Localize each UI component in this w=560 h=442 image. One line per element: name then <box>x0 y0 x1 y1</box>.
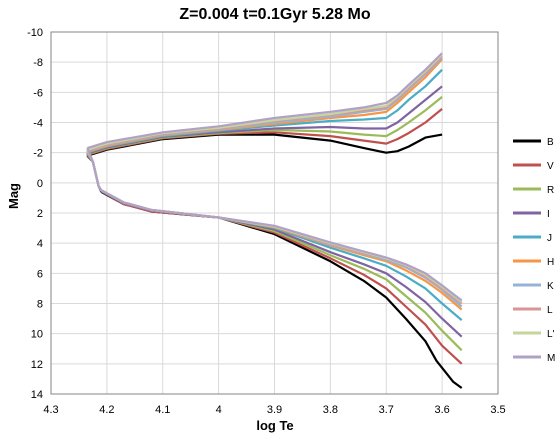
legend-label: K <box>547 281 554 292</box>
x-tick-label: 4.3 <box>43 404 58 416</box>
x-tick-label: 4.1 <box>155 404 170 416</box>
x-tick-label: 3.6 <box>434 404 449 416</box>
x-tick-label: 3.9 <box>267 404 282 416</box>
y-tick-label: 6 <box>37 268 43 280</box>
legend-label: B <box>547 137 554 148</box>
chart-title: Z=0.004 t=0.1Gyr 5.28 Mo <box>179 6 370 23</box>
y-tick-label: -2 <box>33 148 43 160</box>
series-layer <box>86 52 463 389</box>
y-tick-label: 2 <box>37 208 43 220</box>
y-tick-label: 10 <box>31 329 43 341</box>
x-tick-label: 3.5 <box>490 404 505 416</box>
y-tick-label: 4 <box>37 238 43 250</box>
legend-label: L <box>547 305 553 316</box>
y-tick-label: -10 <box>27 27 43 39</box>
y-tick-labels: -10 -8 -6 -4 -2 0 2 4 6 8 10 12 14 <box>27 27 43 401</box>
series-m-connector-line <box>86 147 103 191</box>
y-axis-label: Mag <box>6 183 21 209</box>
x-tick-label: 4.2 <box>99 404 114 416</box>
legend-label: V <box>547 161 554 172</box>
y-tick-label: -8 <box>33 57 43 69</box>
y-tick-label: 8 <box>37 299 43 311</box>
series-m-lower-line <box>100 189 463 302</box>
series-m-upper-line <box>86 52 443 150</box>
x-tick-label: 4 <box>216 404 222 416</box>
y-tick-label: -6 <box>33 87 43 99</box>
legend-label: L' <box>547 329 555 340</box>
y-tick-label: 12 <box>31 359 43 371</box>
y-tick-label: 14 <box>31 389 43 401</box>
legend: B V R I J H K L L' M <box>513 137 555 364</box>
y-tick-label: 0 <box>37 178 43 190</box>
x-tick-label: 3.7 <box>379 404 394 416</box>
plot-area <box>50 31 499 395</box>
legend-label: H <box>547 257 554 268</box>
legend-label: J <box>547 233 552 244</box>
legend-label: M <box>547 353 555 364</box>
legend-label: I <box>547 209 550 220</box>
x-tick-label: 3.8 <box>323 404 338 416</box>
x-tick-labels: 4.3 4.2 4.1 4 3.9 3.8 3.7 3.6 3.5 <box>43 404 505 416</box>
y-tick-label: -4 <box>33 118 43 130</box>
legend-label: R <box>547 185 554 196</box>
x-axis-label: log Te <box>256 418 293 433</box>
